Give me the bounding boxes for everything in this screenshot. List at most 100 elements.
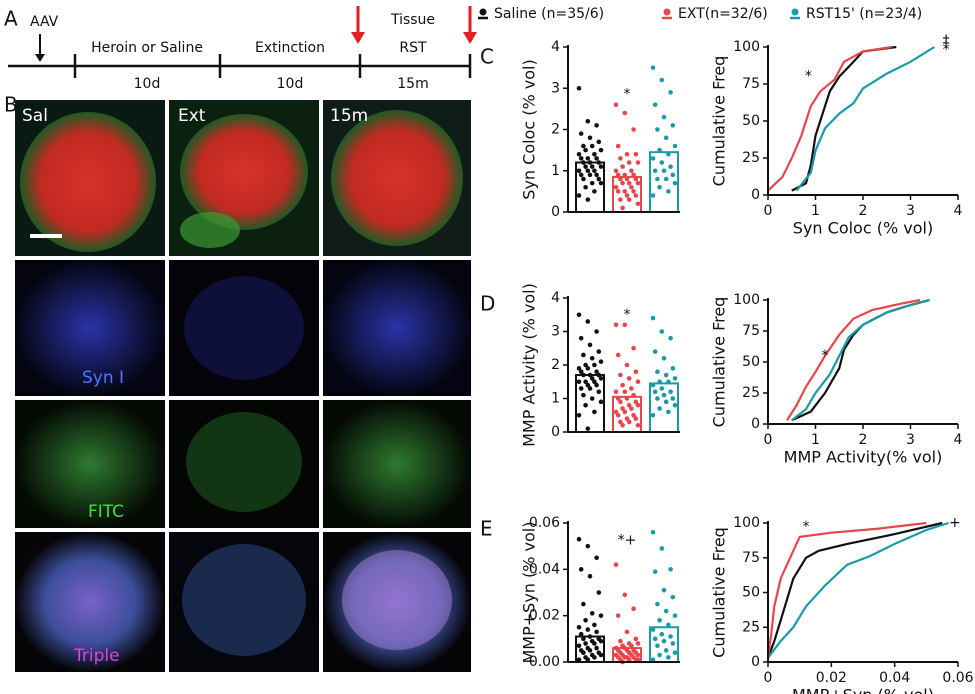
y-tick-label: 0 xyxy=(751,187,760,203)
data-point xyxy=(620,406,625,411)
data-point xyxy=(624,151,630,157)
cumulative-line xyxy=(791,298,930,422)
data-point xyxy=(626,197,632,202)
data-point xyxy=(581,601,586,607)
timeline-ticks xyxy=(73,54,472,78)
data-point xyxy=(672,180,678,186)
data-point xyxy=(659,160,665,165)
y-axis-label: Cumulative Freq xyxy=(710,297,729,428)
image-grid xyxy=(15,100,471,672)
data-point xyxy=(624,416,630,421)
data-point xyxy=(581,143,586,149)
data-point xyxy=(585,627,591,632)
data-point xyxy=(672,613,678,618)
x-tick-label: 3 xyxy=(906,203,915,219)
data-point xyxy=(650,412,656,418)
x-axis-label: MMP+Syn (% vol) xyxy=(792,686,934,694)
data-point xyxy=(594,172,599,178)
data-point xyxy=(666,409,671,415)
y-tick-label: 0.02 xyxy=(529,608,560,624)
y-tick-label: 1 xyxy=(551,163,560,179)
data-point xyxy=(620,423,625,428)
data-point xyxy=(598,613,604,618)
data-point xyxy=(629,386,634,391)
data-point xyxy=(635,402,641,408)
data-point xyxy=(615,412,621,418)
data-point xyxy=(661,356,667,361)
data-point xyxy=(666,189,671,194)
data-point xyxy=(576,193,582,198)
data-point xyxy=(668,567,673,572)
phase-duration: 15m xyxy=(397,76,428,92)
data-point xyxy=(631,189,636,194)
data-point xyxy=(576,366,582,371)
y-tick-label: 0 xyxy=(751,654,760,670)
annotation: * xyxy=(803,519,810,535)
cumulative-line xyxy=(795,46,935,192)
y-tick-label: 3 xyxy=(551,324,560,340)
data-point xyxy=(663,135,669,141)
red-arrows xyxy=(351,6,477,44)
data-point xyxy=(668,634,673,639)
annotation: + xyxy=(949,515,961,531)
data-point xyxy=(592,655,597,660)
x-tick-label: 2 xyxy=(859,203,868,219)
x-tick-label: 0.04 xyxy=(879,670,910,686)
y-tick-label: 25 xyxy=(742,619,760,635)
data-point xyxy=(661,392,667,398)
x-tick-label: 0 xyxy=(764,203,773,219)
data-point xyxy=(672,376,678,381)
x-tick-label: 2 xyxy=(859,432,868,448)
data-point xyxy=(598,376,604,381)
y-tick-label: 2 xyxy=(551,122,560,138)
data-point xyxy=(663,648,669,653)
image-row-label: Triple xyxy=(73,646,120,666)
x-tick-label: 0 xyxy=(764,670,773,686)
phase-label: RST xyxy=(399,40,427,56)
data-point xyxy=(626,402,632,408)
data-point xyxy=(650,315,656,321)
data-point xyxy=(576,379,582,385)
data-point xyxy=(592,151,597,157)
data-point xyxy=(592,379,597,385)
data-point xyxy=(624,629,630,635)
data-point xyxy=(666,379,671,385)
aav-label: AAV xyxy=(30,14,59,30)
data-point xyxy=(633,176,639,182)
image-column-label: Sal xyxy=(22,106,48,126)
data-point xyxy=(666,655,671,660)
data-point xyxy=(589,164,595,169)
image-row-label: Syn I xyxy=(82,368,124,388)
data-point xyxy=(576,85,582,91)
y-axis-label: Cumulative Freq xyxy=(710,56,729,187)
data-point xyxy=(626,180,632,186)
data-point xyxy=(633,193,639,198)
data-point xyxy=(583,641,588,646)
data-point xyxy=(626,376,632,381)
data-point xyxy=(583,618,588,623)
y-tick-label: 25 xyxy=(742,150,760,166)
data-point xyxy=(592,189,597,194)
data-point xyxy=(615,143,621,149)
phase-label: Heroin or Saline xyxy=(91,40,203,56)
data-point xyxy=(581,392,586,398)
data-point xyxy=(596,176,602,182)
data-point xyxy=(635,201,641,207)
data-point xyxy=(672,143,678,149)
data-point xyxy=(631,127,636,132)
data-point xyxy=(576,312,582,318)
data-point xyxy=(583,184,588,190)
data-point xyxy=(576,657,582,662)
data-point xyxy=(652,569,658,574)
data-point xyxy=(585,543,591,549)
data-point xyxy=(659,77,665,83)
data-point xyxy=(652,636,658,642)
y-tick-label: 3 xyxy=(551,80,560,96)
data-point xyxy=(652,102,658,108)
data-point xyxy=(585,168,591,174)
data-point xyxy=(622,389,628,395)
data-point xyxy=(657,184,662,190)
data-point xyxy=(631,172,636,178)
data-point xyxy=(585,366,591,371)
data-point xyxy=(629,406,634,411)
